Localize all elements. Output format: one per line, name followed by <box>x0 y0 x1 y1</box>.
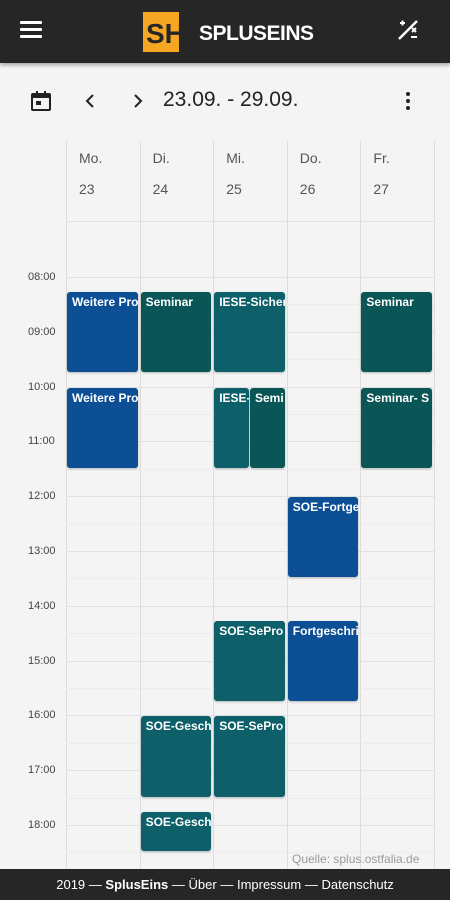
day-date: 25 <box>226 181 242 197</box>
column-divider <box>139 141 141 869</box>
day-name: Mo. <box>79 150 103 166</box>
event-block[interactable]: Semi <box>250 387 285 468</box>
hour-line <box>66 715 434 717</box>
time-label: 12:00 <box>28 490 56 503</box>
hour-line <box>66 277 434 278</box>
footer-year: 2019 — <box>56 877 102 892</box>
day-header[interactable]: Mo. 23 <box>66 141 139 221</box>
day-name: Fr. <box>373 150 390 166</box>
day-name: Do. <box>299 150 322 166</box>
column-divider <box>434 141 435 869</box>
event-block[interactable]: SOE-SePro <box>214 620 285 701</box>
time-label: 15:00 <box>28 654 56 667</box>
event-block[interactable]: SOE-Gesch <box>140 716 212 797</box>
time-label: 17:00 <box>28 764 56 777</box>
event-block[interactable]: Fortgeschri <box>287 620 359 701</box>
hour-line <box>66 551 434 552</box>
menu-icon[interactable] <box>20 21 42 39</box>
column-divider <box>66 141 67 869</box>
header-divider <box>66 221 434 222</box>
day-date: 26 <box>299 181 316 197</box>
day-name: Di. <box>152 150 170 166</box>
day-header[interactable]: Fr. 27 <box>360 141 433 221</box>
event-block[interactable]: Seminar- S <box>361 387 432 468</box>
time-label: 10:00 <box>28 380 56 393</box>
time-label: 18:00 <box>28 819 56 831</box>
footer-about-link[interactable]: Über <box>188 877 217 892</box>
time-label: 16:00 <box>28 709 56 722</box>
half-hour-line <box>66 852 434 854</box>
app-logo: SH <box>143 12 179 52</box>
hour-line <box>66 386 434 388</box>
event-block[interactable]: SOE-Fortge <box>287 497 359 578</box>
day-name: Mi. <box>226 150 245 166</box>
footer-sep: — <box>171 877 185 892</box>
logo-text: SH <box>146 18 179 49</box>
footer-privacy-link[interactable]: Datenschutz <box>321 877 394 892</box>
day-header[interactable]: Do. 26 <box>287 141 360 221</box>
day-header[interactable]: Di. 24 <box>140 141 213 221</box>
chevron-right-icon[interactable] <box>128 89 148 113</box>
chevron-left-icon[interactable] <box>80 89 100 113</box>
calendar-icon[interactable] <box>30 90 52 112</box>
time-label: 14:00 <box>28 599 56 612</box>
time-label: 08:00 <box>28 271 56 283</box>
day-date: 24 <box>152 181 169 197</box>
event-block[interactable]: IESE- <box>214 387 249 468</box>
hour-line <box>66 825 434 826</box>
app-bar: SH SPLUSEINS <box>0 0 450 63</box>
source-note: Quelle: splus.ostfalia.de <box>292 852 420 866</box>
half-hour-line <box>66 468 434 470</box>
column-divider <box>286 141 288 869</box>
footer-sep: — <box>220 877 234 892</box>
event-block[interactable]: SOE-Gesch <box>140 812 212 852</box>
half-hour-line <box>66 578 434 580</box>
half-hour-line <box>66 523 434 525</box>
footer-brand[interactable]: SplusEins <box>105 877 169 892</box>
event-block[interactable]: Weitere Pro <box>67 387 138 468</box>
time-label: 11:00 <box>28 435 55 448</box>
footer: 2019 — SplusEins — Über — Impressum — Da… <box>0 869 450 900</box>
time-label: 13:00 <box>28 545 56 557</box>
hour-line <box>66 605 434 607</box>
column-divider <box>213 141 215 869</box>
footer-sep: — <box>304 877 318 892</box>
hour-line <box>66 496 434 498</box>
day-date: 23 <box>79 181 95 197</box>
app-title: SPLUSEINS <box>199 22 314 45</box>
column-divider <box>360 141 362 869</box>
time-label: 09:00 <box>28 325 56 338</box>
event-block[interactable]: Seminar <box>361 291 432 372</box>
half-hour-line <box>66 797 434 799</box>
week-grid: Mo. 23 Di. 24 Mi. 25 Do. 26 Fr. 27 08:00 09:00 10:00… <box>0 141 450 869</box>
event-block[interactable]: IESE-Sicher <box>214 291 285 372</box>
day-date: 27 <box>373 181 389 197</box>
event-block[interactable]: Weitere Pro <box>67 291 138 372</box>
more-vert-icon[interactable] <box>400 88 416 114</box>
event-block[interactable]: Seminar <box>140 291 212 372</box>
day-header[interactable]: Mi. 25 <box>213 141 286 221</box>
event-block[interactable]: SOE-SePro <box>214 716 285 797</box>
footer-imprint-link[interactable]: Impressum <box>236 877 302 892</box>
tools-icon[interactable] <box>395 17 421 43</box>
date-range: 23.09. - 29.09. <box>163 88 299 111</box>
